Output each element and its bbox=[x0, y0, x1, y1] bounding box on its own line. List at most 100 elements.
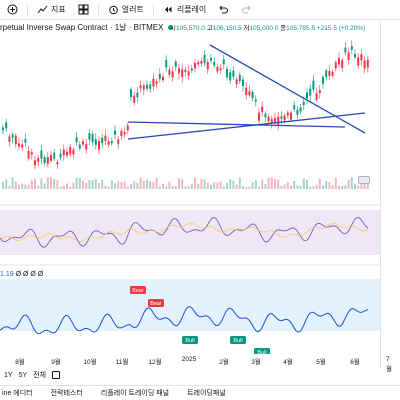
compare-button[interactable] bbox=[4, 2, 21, 18]
candle-body bbox=[94, 139, 97, 145]
volume-bar bbox=[123, 181, 126, 189]
plus-circle-icon bbox=[7, 4, 18, 15]
volume-bar bbox=[155, 177, 158, 189]
indicator-legend[interactable]: 1.19 Ø Ø Ø Ø bbox=[0, 271, 43, 278]
alert-button[interactable]: 얼러트 bbox=[105, 2, 147, 18]
candle-body bbox=[53, 152, 56, 159]
candle-body bbox=[290, 112, 292, 120]
volume-bar bbox=[53, 179, 56, 189]
volume-bar bbox=[299, 185, 302, 189]
replay-button[interactable]: 리플레이 bbox=[160, 2, 209, 18]
tab-replay-trading-panel[interactable]: 리플레이 트레이딩 패널 bbox=[100, 390, 170, 397]
volume-bar bbox=[24, 184, 27, 189]
svg-text:Bull: Bull bbox=[185, 338, 194, 344]
candle-body bbox=[123, 131, 126, 135]
candle-body bbox=[91, 134, 94, 143]
volume-bar bbox=[238, 177, 241, 189]
price-scale[interactable] bbox=[380, 21, 400, 368]
rsi-line bbox=[0, 216, 369, 248]
indicators-icon bbox=[37, 4, 48, 15]
candle-body bbox=[178, 68, 180, 74]
volume-bar bbox=[114, 183, 116, 189]
candle-body bbox=[194, 62, 196, 69]
candle-body bbox=[251, 91, 254, 99]
volume-bar bbox=[59, 186, 62, 189]
volume-bar bbox=[14, 181, 17, 189]
volume-bar bbox=[133, 180, 136, 189]
volume-bar bbox=[290, 185, 292, 189]
candle-body bbox=[126, 125, 129, 131]
volume-bar bbox=[302, 178, 305, 189]
undo-icon bbox=[218, 4, 229, 15]
volume-bar bbox=[306, 179, 308, 189]
volume-bar bbox=[69, 186, 72, 189]
trendline-horizontal bbox=[127, 121, 346, 128]
candle-body bbox=[283, 115, 286, 121]
candle-body bbox=[254, 99, 257, 102]
candle-body bbox=[72, 149, 75, 155]
candle-body bbox=[27, 150, 30, 159]
volume-bar bbox=[197, 183, 200, 189]
volume-bar bbox=[43, 183, 46, 189]
time-label: 11월 bbox=[115, 359, 129, 366]
candle-body bbox=[149, 84, 152, 89]
trendlines bbox=[127, 44, 366, 140]
volume-bar bbox=[171, 186, 174, 189]
tab-strategy-tester[interactable]: 전략테스터 bbox=[50, 390, 83, 397]
replay-icon bbox=[163, 4, 174, 15]
time-label: 4월 bbox=[283, 359, 293, 366]
candle-body bbox=[85, 143, 88, 150]
indicator-pane-band bbox=[0, 279, 380, 331]
symbol-title-row[interactable]: rpetual Inverse Swap Contract · 1날 · BIT… bbox=[0, 22, 176, 33]
volume-bar bbox=[149, 181, 152, 189]
candle-body bbox=[101, 137, 104, 144]
volume-bar bbox=[315, 184, 318, 189]
candle-body bbox=[107, 141, 110, 145]
candle-body bbox=[98, 140, 100, 150]
candle-body bbox=[104, 135, 107, 141]
divider bbox=[97, 3, 99, 16]
grid-icon bbox=[78, 4, 89, 15]
range-all-button[interactable]: 전체 bbox=[33, 372, 47, 379]
svg-text:Bear: Bear bbox=[150, 301, 162, 307]
volume-bar bbox=[126, 186, 129, 189]
candle-body bbox=[213, 61, 216, 66]
indicator-line bbox=[0, 306, 369, 335]
range-5y-button[interactable]: 5Y bbox=[18, 371, 28, 379]
calendar-icon[interactable] bbox=[52, 371, 61, 379]
candle-body bbox=[152, 78, 155, 87]
candle-body bbox=[69, 146, 72, 155]
tab-trading-panel[interactable]: 트레이딩패널 bbox=[187, 390, 226, 397]
candle-body bbox=[21, 144, 24, 148]
undo-button[interactable] bbox=[215, 2, 232, 18]
candle-body bbox=[270, 119, 273, 124]
volume-bar bbox=[334, 177, 337, 189]
volume-bar bbox=[226, 183, 228, 189]
volume-bar bbox=[40, 178, 43, 189]
us-flag-icon[interactable] bbox=[358, 176, 370, 184]
candle-body bbox=[222, 59, 225, 65]
redo-button[interactable] bbox=[238, 2, 255, 18]
candle-body bbox=[56, 162, 59, 165]
volume-bar bbox=[347, 180, 350, 189]
volume-bar bbox=[219, 181, 222, 189]
volume-bar bbox=[270, 177, 273, 189]
tab-pine-editor[interactable]: ine 에디터 bbox=[2, 390, 33, 397]
indicators-button[interactable]: 지표 bbox=[34, 2, 69, 18]
volume-bar bbox=[174, 186, 177, 189]
candle-body bbox=[350, 45, 353, 50]
volume-bar bbox=[254, 180, 257, 189]
candle-body bbox=[331, 71, 334, 76]
candle-body bbox=[306, 92, 308, 99]
layout-button[interactable] bbox=[75, 2, 92, 18]
candle-body bbox=[181, 69, 184, 78]
price-chart[interactable]: Bear Bear Bull Bull Bull bbox=[0, 21, 380, 354]
volume-bar bbox=[210, 184, 212, 189]
rsi-pane-band bbox=[0, 210, 380, 255]
volume-bar bbox=[78, 178, 81, 189]
candle-body bbox=[24, 139, 27, 143]
time-axis[interactable]: 8월 9월 10월 11월 12월 2025 2월 3월 4월 5월 6월 7월 bbox=[0, 354, 392, 373]
candle-body bbox=[78, 144, 81, 149]
range-1y-button[interactable]: 1Y bbox=[4, 371, 13, 379]
volume-bar bbox=[216, 182, 219, 189]
